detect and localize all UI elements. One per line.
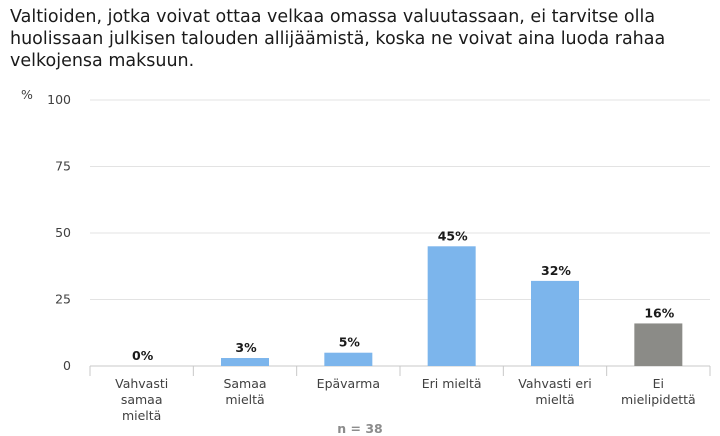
data-label: 5% bbox=[339, 335, 361, 350]
bar bbox=[221, 358, 269, 366]
bars bbox=[221, 246, 683, 366]
bar bbox=[324, 352, 373, 366]
data-label: 45% bbox=[438, 228, 468, 243]
bar bbox=[634, 323, 683, 366]
bar bbox=[531, 280, 579, 366]
category-dividers bbox=[89, 366, 711, 376]
data-label: 32% bbox=[541, 263, 571, 278]
data-labels: 0% 3% 5% 45% 32% 16% bbox=[132, 228, 675, 363]
y-axis-unit-label: % bbox=[21, 87, 33, 102]
category-label: Samaa mieltä bbox=[223, 376, 266, 407]
category-label: Ei mielipidettä bbox=[621, 376, 696, 407]
y-axis-ticks: 0 25 50 75 100 bbox=[47, 92, 71, 373]
y-tick-label: 75 bbox=[55, 159, 71, 174]
category-label: Eri mieltä bbox=[422, 376, 482, 391]
data-label: 0% bbox=[132, 348, 154, 363]
y-tick-label: 0 bbox=[63, 358, 71, 373]
sample-size-note: n = 38 bbox=[337, 421, 382, 436]
y-tick-label: 50 bbox=[55, 225, 71, 240]
gridlines bbox=[90, 99, 710, 367]
category-label: Vahvasti samaa mieltä bbox=[115, 376, 168, 423]
data-label: 16% bbox=[644, 305, 674, 320]
bar bbox=[427, 246, 476, 366]
data-label: 3% bbox=[235, 340, 257, 355]
y-tick-label: 100 bbox=[47, 92, 71, 107]
category-label: Vahvasti eri mieltä bbox=[518, 376, 591, 407]
y-tick-label: 25 bbox=[55, 292, 71, 307]
category-labels: Vahvasti samaa mieltä Samaa mieltä Epävarma Er… bbox=[115, 376, 696, 423]
category-label: Epävarma bbox=[317, 376, 380, 391]
chart-title: Valtioiden, jotka voivat ottaa velkaa om… bbox=[10, 7, 666, 71]
